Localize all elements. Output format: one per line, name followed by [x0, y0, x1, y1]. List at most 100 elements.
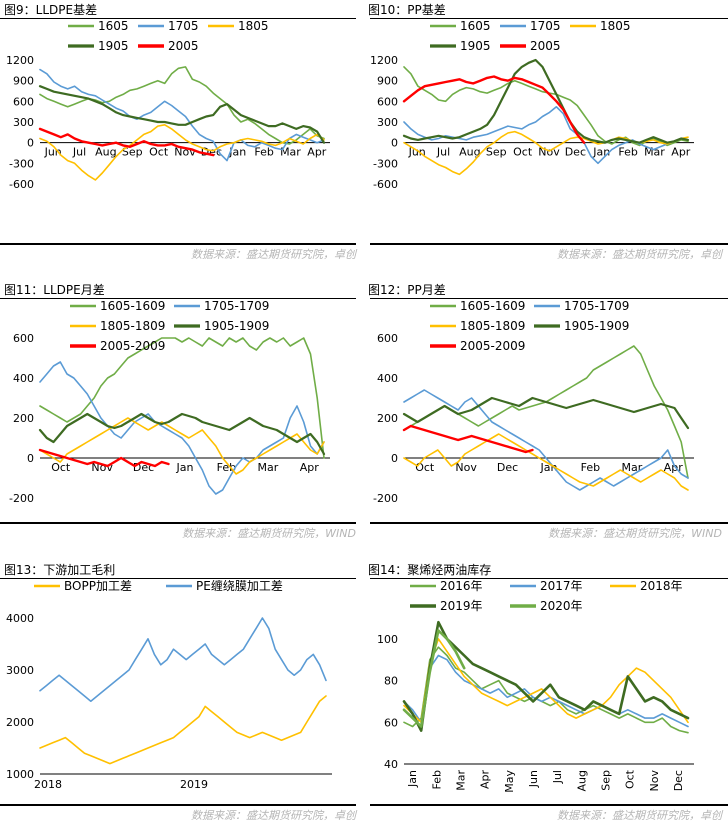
- legend-label: 2020年: [540, 599, 583, 613]
- x-tick-label: Nov: [91, 461, 113, 474]
- legend-label: 2005: [530, 39, 561, 53]
- x-tick-label: Apr: [300, 461, 320, 474]
- bottom-rule: [370, 243, 728, 245]
- source-note: 数据来源：盛达期货研究院，卓创: [191, 248, 356, 261]
- x-tick-label: Nov: [455, 461, 477, 474]
- series-line: [39, 361, 325, 495]
- series-line: [38, 448, 170, 468]
- y-tick-label: -200: [373, 492, 398, 505]
- x-tick-label: Dec: [565, 146, 586, 159]
- x-tick-label: Apr: [307, 146, 327, 159]
- y-tick-label: 600: [13, 332, 34, 345]
- x-tick-label: Sep: [122, 146, 143, 159]
- legend-label: BOPP加工差: [64, 580, 132, 593]
- legend-label: 2005-2009: [100, 339, 165, 353]
- y-tick-label: 60: [384, 716, 398, 729]
- series-line: [39, 68, 325, 162]
- legend-label: 1705-1709: [204, 300, 269, 313]
- series-line: [403, 646, 689, 734]
- y-tick-label: 900: [13, 75, 34, 88]
- x-tick-label: Oct: [51, 461, 71, 474]
- x-tick-label: Oct: [149, 146, 169, 159]
- legend-label: 1905: [98, 39, 129, 53]
- legend-label: 1805: [600, 20, 631, 33]
- series-line: [402, 396, 690, 430]
- legend-label: 1605-1609: [460, 300, 525, 313]
- series-line: [39, 337, 325, 459]
- x-tick-label: Jan: [592, 146, 610, 159]
- legend-label: 2017年: [540, 580, 583, 593]
- series-line: [39, 417, 325, 475]
- x-tick-label: Nov: [648, 770, 661, 792]
- legend-label: 2016年: [440, 580, 483, 593]
- x-tick-label: Jul: [436, 146, 450, 159]
- x-tick-label: Feb: [618, 146, 637, 159]
- y-tick-label: 900: [377, 75, 398, 88]
- x-tick-label: Feb: [217, 461, 236, 474]
- legend-label: 1805-1809: [460, 319, 525, 333]
- x-tick-label: Dec: [672, 770, 685, 791]
- x-tick-label: Oct: [415, 461, 435, 474]
- panel-lldpe-basis: 图9：LLDPE基差 1200 900 600 300 0 -300 -600 Jun Jul A…: [0, 0, 364, 262]
- x-tick-label: Jan: [176, 461, 194, 474]
- y-tick-label: 1200: [370, 54, 398, 67]
- series-line: [403, 638, 689, 724]
- y-tick-label: 0: [391, 452, 398, 465]
- panel-title: 图11：LLDPE月差: [4, 283, 105, 297]
- x-tick-label: Jul: [551, 770, 564, 784]
- x-tick-label: Mar: [644, 146, 665, 159]
- x-tick-label: Mar: [454, 770, 467, 791]
- x-tick-label: 2018: [34, 778, 62, 791]
- bottom-rule: [370, 522, 728, 524]
- x-tick-label: Dec: [497, 461, 518, 474]
- y-tick-label: -300: [9, 157, 34, 170]
- bottom-rule: [0, 522, 356, 524]
- series-line: [403, 106, 689, 165]
- x-tick-label: Mar: [280, 146, 301, 159]
- y-tick-label: 4000: [6, 612, 34, 625]
- legend-label: 1705: [168, 20, 199, 33]
- x-tick-label: 2019: [180, 778, 208, 791]
- legend-label: 1605: [98, 20, 129, 33]
- y-tick-label: 0: [27, 137, 34, 150]
- legend-label: PE缠绕膜加工差: [196, 580, 283, 593]
- x-tick-label: Jun: [408, 146, 426, 159]
- polyolefin-inventory-chart: 100 80 60 40 Jan Feb Mar Apr May Jun Jul Aug Sep Oct N…: [377, 580, 694, 793]
- x-tick-label: May: [503, 770, 516, 793]
- x-tick-label: Apr: [671, 146, 691, 159]
- legend-label: 2018年: [640, 580, 683, 593]
- y-tick-label: -600: [9, 178, 34, 191]
- series-line: [39, 695, 327, 765]
- series-line: [402, 629, 466, 728]
- x-tick-label: Sep: [486, 146, 507, 159]
- series-line: [402, 75, 586, 144]
- y-tick-label: -300: [373, 157, 398, 170]
- x-tick-label: Oct: [513, 146, 533, 159]
- legend-label: 1905: [460, 39, 491, 53]
- top-rule: [0, 298, 356, 299]
- bottom-rule: [0, 243, 356, 245]
- legend-label: 1805-1809: [100, 319, 165, 333]
- bottom-rule: [0, 804, 356, 806]
- legend-label: 2019年: [440, 599, 483, 613]
- source-note: 数据来源：盛达期货研究院，WIND: [182, 527, 356, 540]
- series-line: [39, 617, 327, 702]
- y-tick-label: 80: [384, 675, 398, 688]
- panel-title: 图9：LLDPE基差: [4, 3, 98, 17]
- y-tick-label: 0: [27, 452, 34, 465]
- series-line: [39, 66, 325, 145]
- panel-pp-spread: 图12：PP月差 600 400 200 0 -200 Oct Nov Dec Jan Feb Ma…: [364, 280, 728, 542]
- source-note: 数据来源：盛达期货研究院，卓创: [557, 809, 722, 822]
- x-tick-label: Jan: [406, 770, 419, 788]
- top-rule: [370, 18, 728, 19]
- y-tick-label: 1000: [6, 768, 34, 781]
- source-note: 数据来源：盛达期货研究院，卓创: [191, 809, 356, 822]
- series-line: [403, 66, 689, 147]
- x-tick-label: Jan: [228, 146, 246, 159]
- y-tick-label: 600: [377, 95, 398, 108]
- y-tick-label: 600: [377, 332, 398, 345]
- y-tick-label: 300: [377, 116, 398, 129]
